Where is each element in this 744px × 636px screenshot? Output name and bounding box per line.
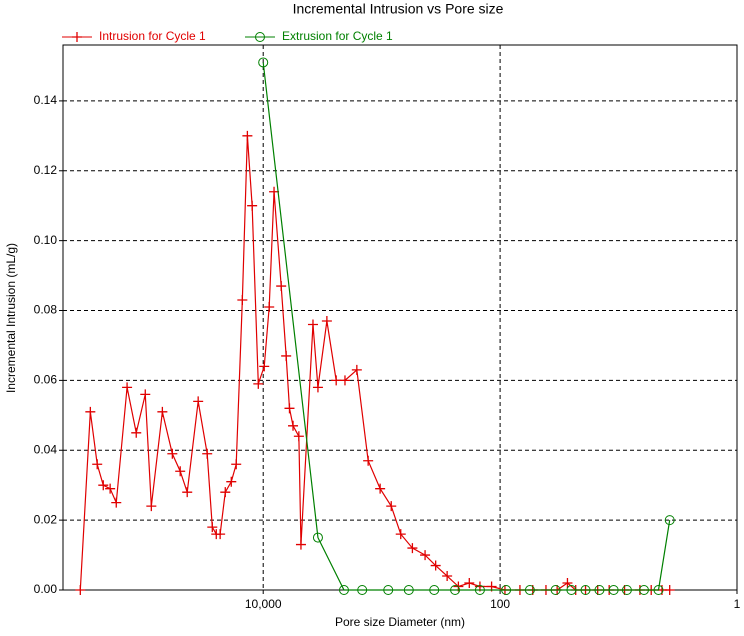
marker <box>464 578 475 589</box>
plot-frame <box>62 44 738 591</box>
y-tick-label: 0.12 <box>34 163 58 177</box>
marker <box>594 585 605 595</box>
y-tick-label: 0.04 <box>34 442 58 456</box>
marker <box>247 200 258 211</box>
marker <box>146 501 157 512</box>
y-tick-label: 0.08 <box>34 303 58 317</box>
marker <box>395 529 406 540</box>
marker <box>220 487 231 498</box>
marker <box>357 585 368 595</box>
marker <box>281 350 292 361</box>
marker <box>258 57 269 68</box>
marker <box>550 585 561 595</box>
marker <box>321 315 332 326</box>
marker <box>175 466 186 477</box>
marker <box>501 585 512 595</box>
marker <box>295 539 306 550</box>
marker <box>638 585 649 595</box>
marker <box>407 543 418 554</box>
y-tick-label: 0.06 <box>34 373 58 387</box>
marker <box>111 497 122 508</box>
marker <box>264 302 275 313</box>
marker <box>140 389 151 400</box>
marker <box>253 378 264 389</box>
x-tick-label: 100 <box>490 597 510 611</box>
marker <box>293 431 304 442</box>
marker <box>562 578 573 589</box>
marker <box>215 529 226 540</box>
marker <box>157 406 168 417</box>
marker <box>105 483 116 494</box>
marker <box>429 585 440 595</box>
marker <box>269 186 280 197</box>
marker <box>122 382 133 393</box>
marker <box>664 585 675 595</box>
marker <box>608 585 619 595</box>
marker <box>193 396 204 407</box>
y-tick-label: 0.10 <box>34 233 58 247</box>
x-tick-label: 1 <box>734 597 741 611</box>
chart-title: Incremental Intrusion vs Pore size <box>293 1 504 17</box>
marker <box>167 448 178 459</box>
marker <box>75 585 86 595</box>
marker <box>288 420 299 431</box>
x-tick-label: 10,000 <box>245 597 282 611</box>
marker <box>307 319 318 330</box>
legend-marker <box>255 32 265 42</box>
marker <box>363 455 374 466</box>
marker <box>242 130 253 141</box>
marker <box>524 585 535 595</box>
marker <box>331 375 342 386</box>
legend-label: Intrusion for Cycle 1 <box>99 29 206 43</box>
y-tick-label: 0.02 <box>34 512 58 526</box>
marker <box>98 480 109 491</box>
marker <box>85 406 96 417</box>
marker <box>276 281 287 292</box>
y-axis-label: Incremental Intrusion (mL/g) <box>4 243 18 393</box>
marker <box>202 448 213 459</box>
legend-marker <box>72 32 82 42</box>
marker <box>383 585 394 595</box>
x-axis-label: Pore size Diameter (nm) <box>335 615 465 629</box>
y-tick-label: 0.14 <box>34 93 58 107</box>
marker <box>375 483 386 494</box>
marker <box>231 459 242 470</box>
marker <box>338 585 349 595</box>
marker <box>664 515 675 526</box>
legend-label: Extrusion for Cycle 1 <box>282 29 393 43</box>
marker <box>182 487 193 498</box>
marker <box>442 571 453 582</box>
marker <box>580 585 591 595</box>
y-tick-label: 0.00 <box>34 582 58 596</box>
marker <box>474 585 485 595</box>
series-line <box>79 135 670 591</box>
marker <box>339 375 350 386</box>
marker <box>351 364 362 375</box>
series-line <box>262 62 671 591</box>
marker <box>226 476 237 487</box>
marker <box>284 403 295 414</box>
marker <box>237 295 248 306</box>
marker <box>92 459 103 470</box>
marker <box>450 585 461 595</box>
marker <box>653 585 664 595</box>
marker <box>207 522 218 533</box>
marker <box>403 585 414 595</box>
marker <box>386 501 397 512</box>
marker <box>420 550 431 561</box>
marker <box>259 361 270 372</box>
marker <box>312 532 323 543</box>
marker <box>621 585 632 595</box>
marker <box>430 560 441 571</box>
marker <box>131 427 142 438</box>
marker <box>312 382 323 393</box>
marker <box>566 585 577 595</box>
